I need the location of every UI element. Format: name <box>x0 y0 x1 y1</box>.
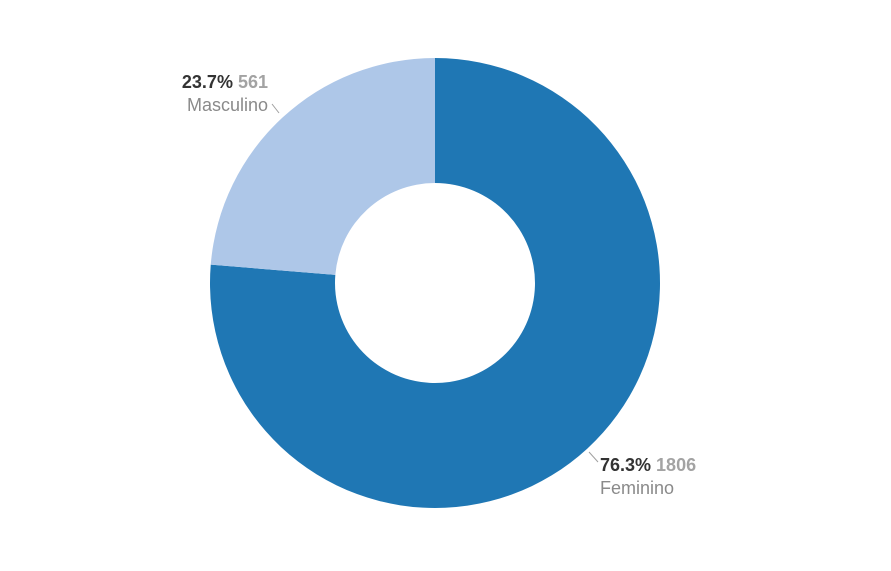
slice-count-masculino: 561 <box>238 72 268 92</box>
labels-group: 76.3% 1806 Feminino 23.7% 561 Masculino <box>182 72 696 498</box>
leader-line-masculino <box>271 103 280 114</box>
slice-percent-feminino: 76.3% <box>600 455 651 475</box>
slice-masculino <box>210 58 435 275</box>
slice-value-label-masculino: 23.7% 561 <box>182 72 268 92</box>
slice-feminino <box>210 58 660 509</box>
slice-percent-masculino: 23.7% <box>182 72 233 92</box>
slice-category-label-feminino: Feminino <box>600 478 674 498</box>
slice-category-label-masculino: Masculino <box>187 95 268 115</box>
leader-line-feminino <box>588 451 599 463</box>
slices-group <box>210 58 660 509</box>
slice-count-feminino: 1806 <box>656 455 696 475</box>
slice-value-label-feminino: 76.3% 1806 <box>600 455 696 475</box>
